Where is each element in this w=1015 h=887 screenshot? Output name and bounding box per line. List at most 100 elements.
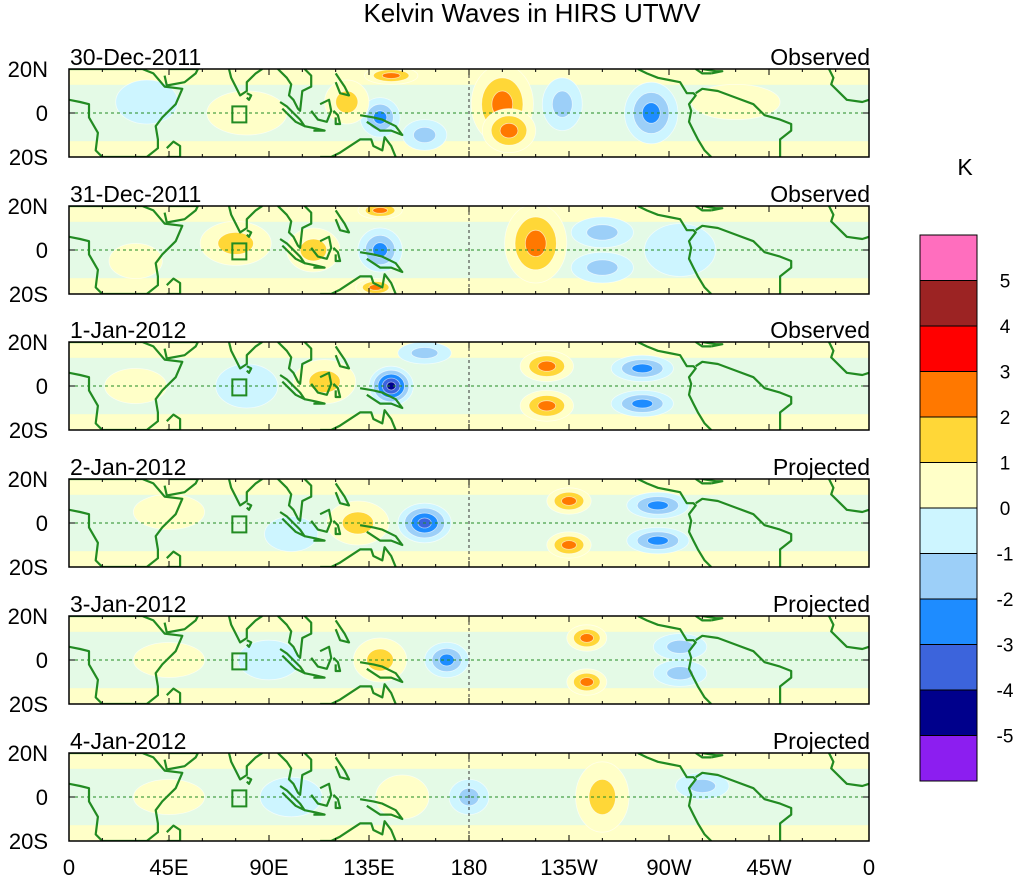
panel-date: 31-Dec-2011 — [70, 181, 201, 207]
coastline — [320, 683, 397, 704]
coastline — [332, 657, 342, 673]
coastline — [695, 634, 793, 704]
coastline — [359, 661, 404, 684]
panel-kind: Projected — [773, 591, 870, 617]
coastline — [695, 753, 712, 759]
coastline — [163, 753, 199, 771]
anomaly-6-6 — [132, 779, 205, 816]
coastline — [166, 824, 182, 841]
coastline — [828, 616, 869, 651]
coastline — [227, 616, 263, 644]
coastline — [163, 342, 199, 360]
x-tick-label: 45W — [746, 855, 791, 880]
coastline — [828, 69, 869, 104]
coastline — [246, 639, 253, 648]
colorbar-label: 4 — [1000, 317, 1011, 338]
anomaly-1-8 — [381, 72, 401, 79]
x-tick-label: 0 — [63, 855, 75, 880]
coastline — [310, 98, 333, 123]
coastline — [332, 383, 342, 399]
coastline — [304, 535, 326, 542]
coastline — [279, 101, 306, 128]
y-tick-label: 20N — [8, 604, 48, 629]
coastline — [334, 209, 351, 234]
coastline — [695, 87, 793, 157]
coastline — [320, 820, 397, 841]
panel-3: 20N 0 20S 1-Jan-2012 Observed — [8, 317, 870, 443]
coastline — [279, 648, 306, 675]
panel-kind: Observed — [770, 181, 870, 207]
colorbar: 5 4 3 2 1 0 -1 -2 -3 -4 -5 — [919, 234, 1014, 782]
panel-date: 4-Jan-2012 — [70, 728, 186, 754]
y-tick-label: 0 — [36, 648, 48, 673]
coastline — [334, 756, 351, 781]
anomaly-2-1 — [524, 229, 547, 257]
coastline — [637, 753, 712, 841]
anomaly-4-3 — [561, 540, 577, 550]
coastline — [702, 479, 724, 485]
colorbar-box — [919, 416, 978, 463]
coastline — [227, 206, 263, 234]
colorbar-label: 1 — [1000, 454, 1011, 475]
coastline — [695, 224, 793, 294]
colorbar-label: 0 — [1000, 499, 1011, 520]
y-tick-label: 0 — [36, 374, 48, 399]
colorbar-box — [919, 234, 978, 281]
coastline — [334, 72, 351, 97]
coastline — [246, 365, 253, 374]
y-tick-label: 20N — [8, 194, 48, 219]
coastline — [166, 687, 182, 704]
coastline — [304, 125, 326, 132]
panel-kind: Projected — [773, 728, 870, 754]
coastline — [320, 136, 397, 157]
panel-date: 1-Jan-2012 — [70, 317, 186, 343]
anomaly-5-5 — [666, 666, 694, 681]
y-tick-label: 20S — [9, 282, 48, 307]
x-tick-label: 90E — [249, 855, 288, 880]
coastline — [695, 206, 712, 212]
coastline — [310, 508, 333, 533]
y-tick-label: 0 — [36, 785, 48, 810]
anomaly-5-8 — [132, 642, 205, 679]
anomaly-3-7 — [410, 347, 439, 359]
panel-date: 3-Jan-2012 — [70, 591, 186, 617]
coastline — [359, 798, 404, 821]
anomaly-3-4 — [631, 363, 654, 374]
panel-2: 20N 0 20S 31-Dec-2011 Observed — [8, 181, 870, 307]
region-box — [231, 652, 248, 671]
coastline — [227, 753, 263, 781]
coastline — [334, 482, 351, 507]
coastline — [702, 342, 724, 348]
coastline — [277, 616, 313, 659]
coastline — [166, 277, 182, 294]
coastline — [637, 342, 712, 430]
region-box — [231, 515, 248, 534]
y-tick-label: 0 — [36, 511, 48, 536]
coastline — [246, 776, 253, 785]
panels: 20N 0 20S 30-Dec-2011 Observed 20N 0 20S 31-Dec-… — [8, 44, 875, 880]
colorbar-box — [919, 371, 978, 418]
panel-date: 30-Dec-2011 — [70, 44, 201, 70]
coastline — [304, 809, 326, 816]
coastline — [332, 110, 342, 126]
x-tick-label: 135W — [540, 855, 598, 880]
anomaly-1-9 — [413, 126, 437, 144]
x-tick-label: 180 — [451, 855, 488, 880]
coastline — [695, 616, 712, 622]
colorbar-box — [919, 598, 978, 645]
coastline — [359, 387, 404, 410]
coastline — [277, 479, 313, 522]
colorbar-box — [919, 689, 978, 736]
colorbar-box — [919, 553, 978, 600]
anomaly-3-2 — [537, 360, 557, 372]
anomaly-1-2 — [499, 122, 519, 139]
region-box — [231, 789, 248, 808]
coastline — [277, 206, 313, 249]
anomaly-5-3 — [579, 677, 594, 687]
y-tick-label: 20N — [8, 57, 48, 82]
coastline — [332, 794, 342, 810]
coastline — [320, 273, 397, 294]
coastline — [334, 619, 351, 644]
y-tick-label: 0 — [36, 101, 48, 126]
panel-6: 20N 0 20S 4-Jan-2012 Projected — [8, 728, 870, 854]
